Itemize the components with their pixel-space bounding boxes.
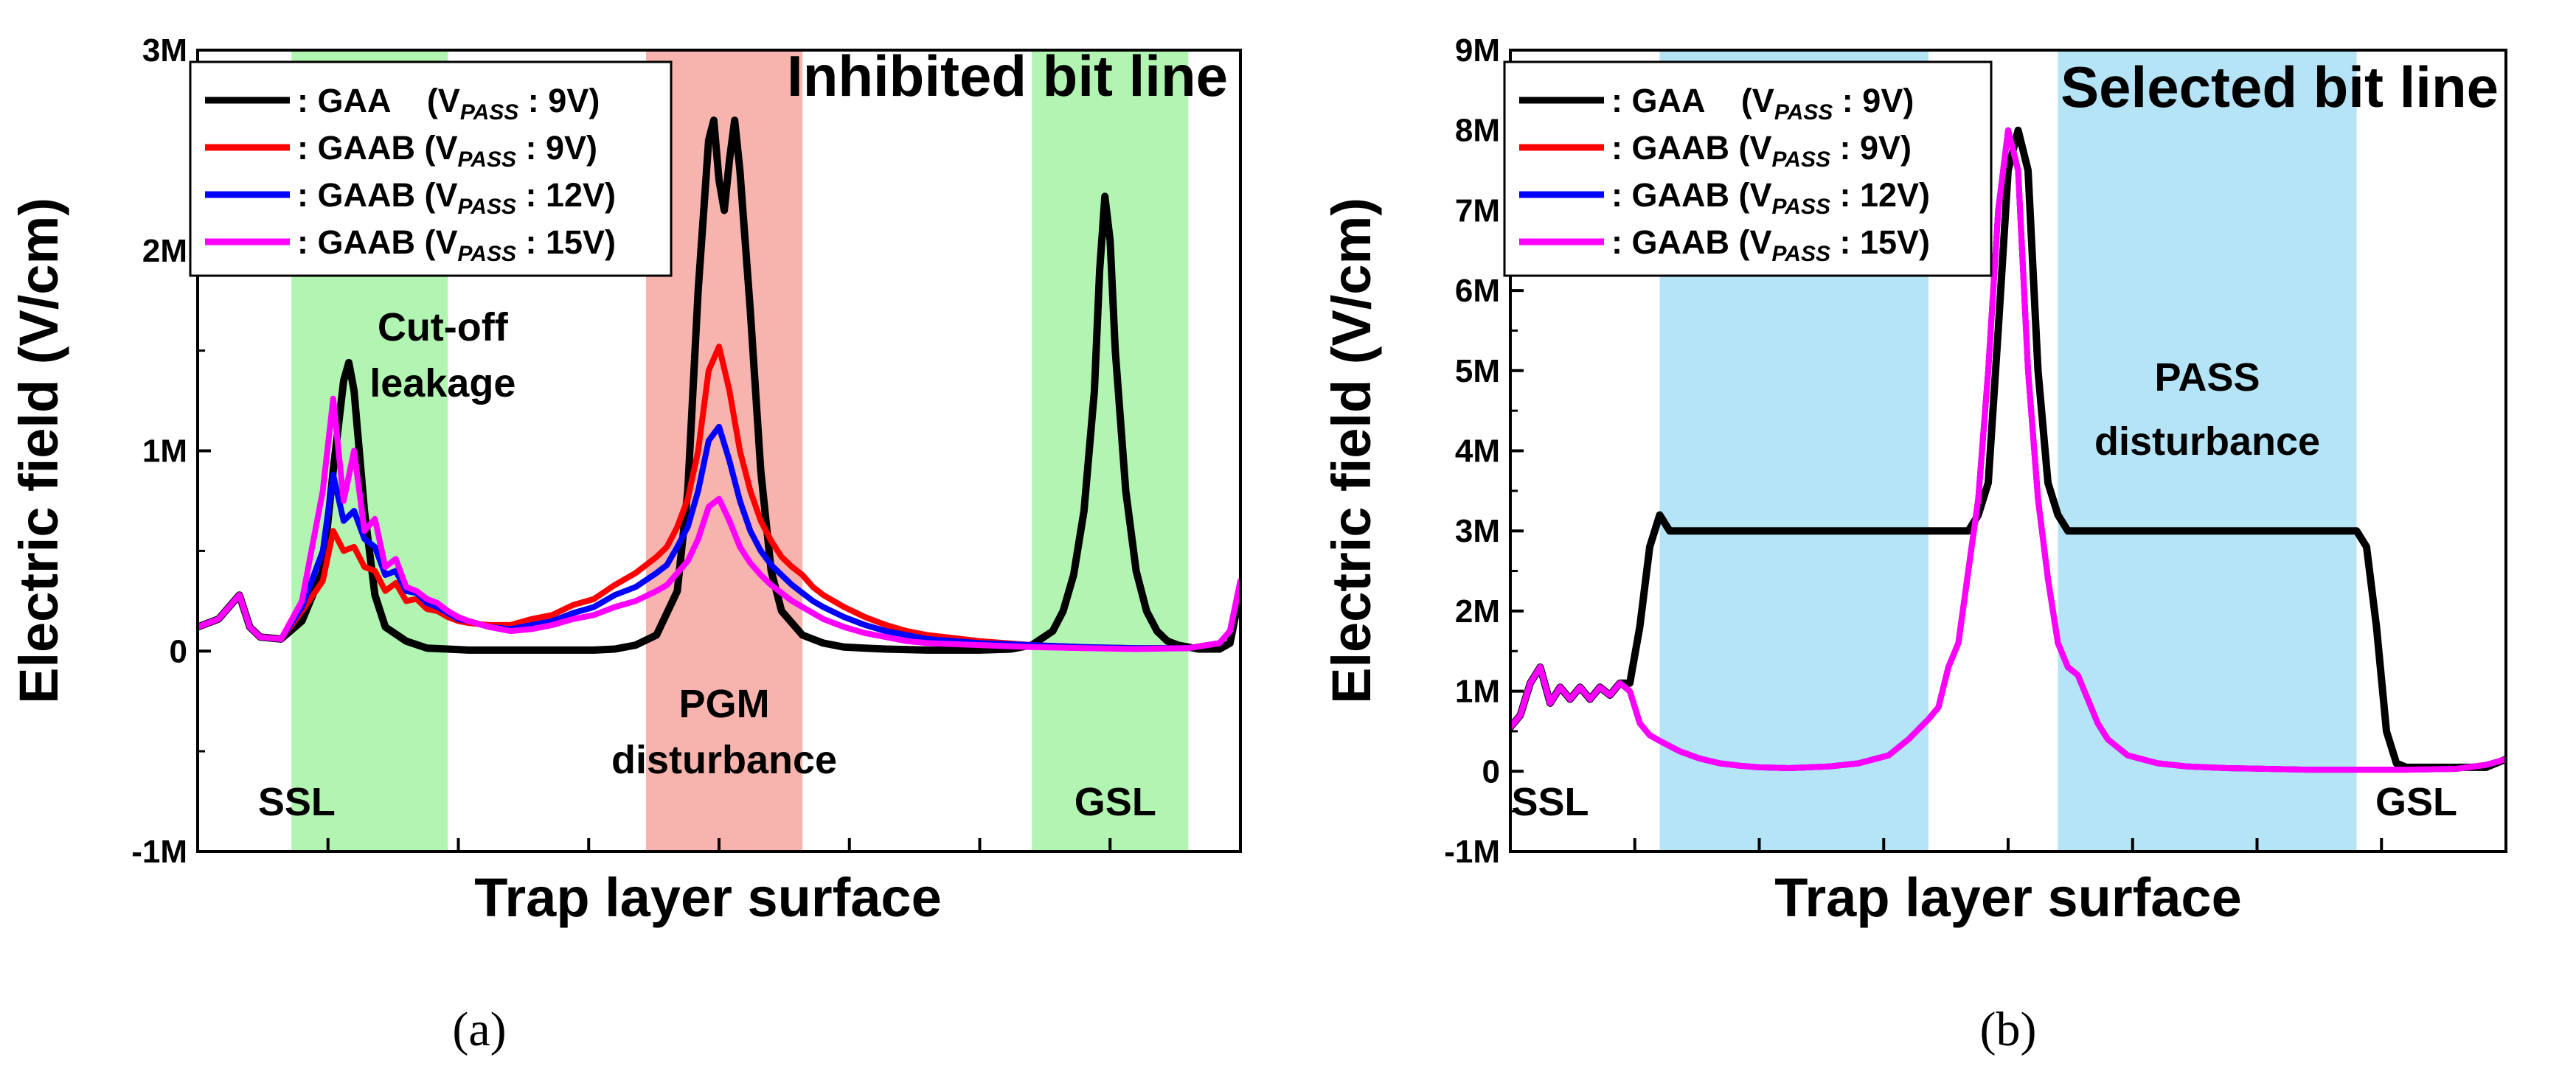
annotation: Cut-off (378, 305, 509, 349)
y-tick-label: 4M (1455, 433, 1500, 470)
chart-panel-b: -1M 0 1M 2M 3M 4M 5M 6M 7M 8M 9M PASS disturbance SSL… (1321, 32, 2507, 1056)
annotation: disturbance (2094, 419, 2320, 464)
chart-panel-a: -1M 0 1M 2M 3M Cut-off leakage PGM disturbance SS… (8, 32, 1242, 1056)
plot-frame (196, 49, 1242, 853)
annotation: disturbance (611, 738, 837, 782)
y-tick-label: 8M (1455, 113, 1500, 149)
y-tick-label: 2M (1455, 593, 1500, 630)
y-tick-label: 3M (142, 32, 187, 69)
y-tick-label: -1M (131, 834, 187, 870)
legend-label: : GAAB (VPASS : 12V) (1611, 176, 1930, 219)
chart-title: Inhibited bit line (787, 43, 1228, 108)
panel-label: (a) (452, 1003, 506, 1056)
legend-label: : GAAB (VPASS : 12V) (297, 176, 616, 219)
annotation: PASS (2154, 355, 2260, 400)
y-axis-title: Electric field (V/cm) (8, 198, 69, 704)
y-tick-label: 1M (1455, 674, 1500, 710)
region-1 (2058, 50, 2357, 851)
legend-label: : GAAB (VPASS : 9V) (1611, 129, 1912, 172)
y-axis-title: Electric field (V/cm) (1321, 198, 1382, 704)
y-tick-label: 3M (1455, 513, 1500, 549)
y-tick-label: 2M (142, 233, 187, 269)
annotation: SSL (1511, 780, 1589, 824)
legend-label: : GAA (VPASS : 9V) (1611, 82, 1914, 125)
chart-title: Selected bit line (2061, 55, 2499, 119)
annotation: PGM (679, 682, 770, 726)
series-line-1 (198, 344, 1240, 652)
panel-label: (b) (1980, 1003, 2037, 1056)
legend: : GAA (VPASS : 9V): GAAB (VPASS : 9V): G… (1503, 60, 1993, 277)
y-tick-label: 0 (170, 633, 187, 669)
x-axis-title: Trap layer surface (1774, 867, 2241, 928)
y-tick-label: 9M (1455, 32, 1500, 69)
plot-frame (1509, 49, 2507, 853)
series-line-2 (198, 423, 1240, 652)
legend-label: : GAA (VPASS : 9V) (297, 82, 600, 125)
series-line-3 (198, 395, 1240, 652)
legend: : GAA (VPASS : 9V): GAAB (VPASS : 9V): G… (189, 60, 673, 277)
y-tick-label: 5M (1455, 353, 1500, 389)
series-line-3 (1510, 127, 2506, 773)
x-axis-title: Trap layer surface (474, 867, 941, 928)
legend-label: : GAAB (VPASS : 15V) (297, 223, 616, 266)
y-tick-label: 1M (142, 433, 187, 470)
y-tick-label: 6M (1455, 273, 1500, 309)
annotation: GSL (2375, 780, 2457, 824)
y-tick-label: -1M (1444, 834, 1500, 870)
annotation: SSL (258, 780, 336, 824)
region-2 (1032, 50, 1189, 851)
annotation: GSL (1075, 780, 1156, 824)
legend-label: : GAAB (VPASS : 15V) (1611, 223, 1930, 266)
annotation: leakage (369, 361, 515, 405)
legend-label: : GAAB (VPASS : 9V) (297, 129, 597, 172)
y-tick-label: 0 (1482, 753, 1500, 790)
y-tick-label: 7M (1455, 192, 1500, 229)
series-line-0 (198, 116, 1240, 654)
